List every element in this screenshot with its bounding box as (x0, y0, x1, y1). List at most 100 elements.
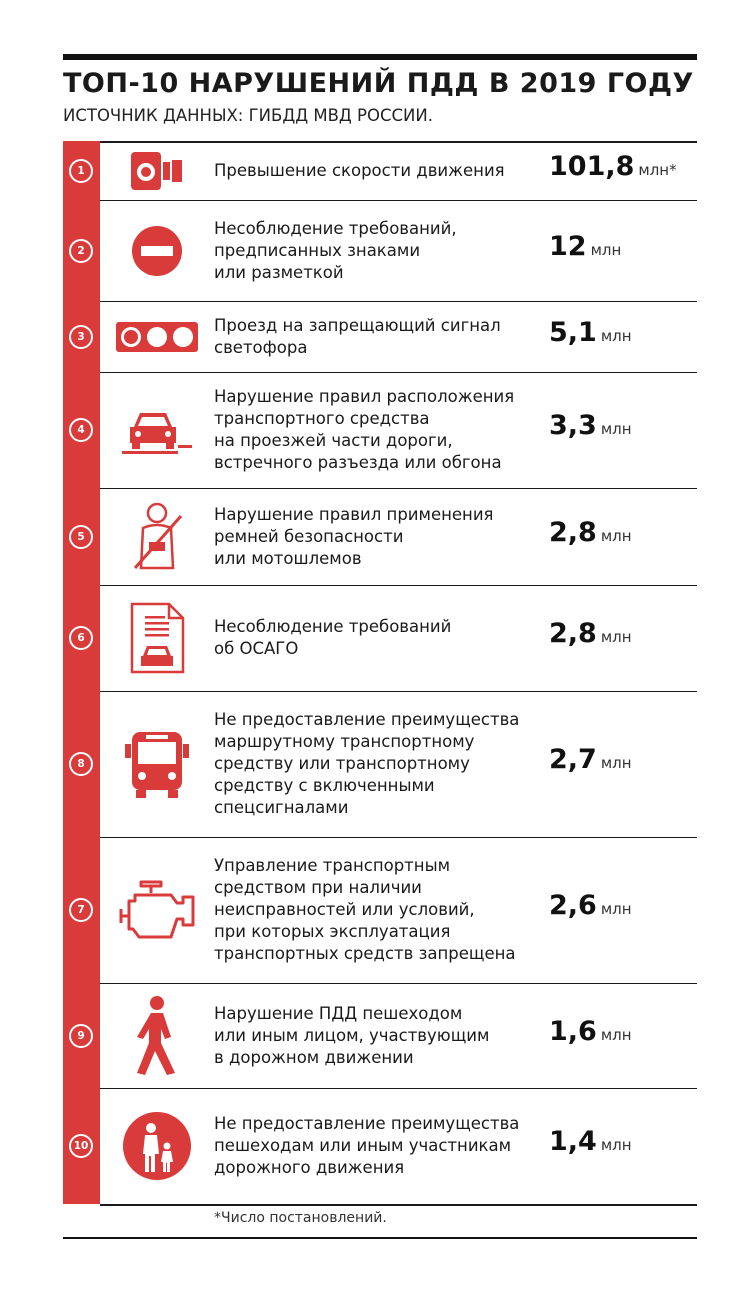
description-line: встречного разъезда или обгона (214, 453, 502, 472)
violation-count: 12 млн (549, 231, 621, 262)
count-unit: млн (590, 240, 622, 259)
description-line: Нарушение правил расположения (214, 387, 515, 406)
count-value: 101,8 (549, 150, 635, 182)
description-line: транспортных средств запрещена (214, 944, 516, 963)
row-divider (100, 488, 697, 489)
description-line: Нарушение ПДД пешеходом (214, 1003, 463, 1023)
violation-count: 5,1 млн (549, 317, 632, 348)
row-divider (100, 372, 697, 373)
row-divider (100, 141, 697, 143)
violation-description: Проезд на запрещающий сигнал светофора (214, 315, 539, 359)
description-line: Не предоставление преимущества (214, 1114, 520, 1133)
description-line: средству или транспортному (214, 754, 470, 773)
violation-count: 2,8 млн (549, 517, 632, 548)
row-divider (100, 301, 697, 302)
violation-count: 2,6 млн (549, 890, 632, 921)
row-divider (100, 837, 697, 838)
violation-description: Не предоставление преимущества маршрутном… (214, 709, 539, 819)
description-line: Проезд на запрещающий сигнал (214, 315, 501, 335)
violation-description: Нарушение правил применения ремней безопа… (214, 504, 539, 570)
no-entry-sign-icon (112, 206, 202, 295)
count-value: 3,3 (549, 410, 597, 441)
row-divider (100, 691, 697, 692)
top-rule (63, 54, 697, 60)
bus-icon (112, 697, 202, 831)
rank-badge: 1 (69, 158, 93, 183)
count-unit: млн (600, 900, 632, 918)
count-value: 2,8 (549, 516, 597, 548)
violation-count: 3,3 млн (549, 410, 632, 441)
description-line: пешеходам или иным участникам (214, 1136, 512, 1155)
count-unit: млн (600, 628, 632, 646)
count-value: 2,6 (549, 890, 597, 921)
bottom-rule (63, 1237, 697, 1239)
description-line: Нарушение правил применения (214, 504, 494, 524)
violation-count: 1,4 млн (549, 1126, 632, 1157)
count-value: 1,4 (549, 1126, 597, 1157)
pedestrian-icon (112, 989, 202, 1082)
violation-count: 2,7 млн (549, 744, 632, 775)
description-line: или иным лицом, участвующим (214, 1025, 490, 1045)
car-on-road-icon (112, 378, 202, 482)
description-line: спецсигналами (214, 798, 349, 817)
count-value: 2,7 (549, 744, 597, 775)
rank-badge: 8 (69, 752, 93, 776)
description-line: средству с включенными (214, 776, 435, 795)
description-line: неисправностей или условий, (214, 900, 475, 919)
description-line: или мотошлемов (214, 548, 362, 568)
rank-badge: 6 (69, 626, 93, 650)
row-divider (100, 200, 697, 201)
count-unit: млн (600, 1025, 632, 1044)
description-line: светофора (214, 337, 308, 357)
row-divider (100, 585, 697, 586)
violation-description: Нарушение правил расположения транспортно… (214, 386, 539, 474)
description-line: об ОСАГО (214, 639, 299, 658)
description-line: или разметкой (214, 262, 344, 282)
description-line: средством при наличии (214, 878, 422, 897)
data-source: ИСТОЧНИК ДАННЫХ: ГИБДД МВД РОССИИ. (63, 106, 433, 125)
violation-count: 101,8 млн* (549, 151, 677, 182)
description-line: при которых эксплуатация (214, 922, 451, 941)
count-unit: млн (600, 326, 632, 345)
count-value: 12 (549, 230, 587, 262)
violation-description: Не предоставление преимущества пешеходам … (214, 1113, 539, 1179)
description-line: Не предоставление преимущества (214, 710, 520, 729)
footnote: *Число постановлений. (214, 1210, 387, 1226)
rank-badge: 3 (69, 324, 93, 349)
speed-camera-icon (112, 147, 202, 194)
count-unit: млн* (638, 160, 677, 179)
description-line: дорожного движения (214, 1158, 405, 1177)
description-line: маршрутному транспортному (214, 732, 475, 751)
violation-description: Несоблюдение требований, предписанных зна… (214, 218, 539, 284)
page-title: ТОП-10 НАРУШЕНИЙ ПДД В 2019 ГОДУ (63, 68, 694, 99)
description-line: транспортного средства (214, 409, 430, 428)
seatbelt-icon (112, 494, 202, 579)
insurance-document-icon (112, 591, 202, 685)
description-line: на проезжей части дороги, (214, 431, 453, 450)
rank-badge: 7 (69, 898, 93, 922)
traffic-light-icon (112, 307, 202, 366)
row-divider (100, 1088, 697, 1089)
pedestrians-sign-icon (112, 1094, 202, 1198)
description-line: Превышение скорости движения (214, 160, 505, 180)
count-unit: млн (600, 754, 632, 772)
count-unit: млн (600, 526, 632, 545)
violation-description: Несоблюдение требований об ОСАГО (214, 616, 539, 660)
rank-badge: 10 (69, 1134, 93, 1158)
rank-badge: 4 (69, 418, 93, 442)
rank-badge: 5 (69, 524, 93, 549)
description-line: Несоблюдение требований (214, 617, 452, 636)
violation-description: Превышение скорости движения (214, 160, 539, 182)
count-unit: млн (600, 1136, 632, 1154)
violation-count: 2,8 млн (549, 618, 632, 649)
count-value: 1,6 (549, 1015, 597, 1047)
description-line: предписанных знаками (214, 240, 421, 260)
description-line: Несоблюдение требований, (214, 218, 457, 238)
violation-description: Нарушение ПДД пешеходом или иным лицом, у… (214, 1003, 539, 1069)
count-value: 2,8 (549, 618, 597, 649)
row-divider (100, 983, 697, 984)
count-unit: млн (600, 420, 632, 438)
count-value: 5,1 (549, 316, 597, 348)
description-line: в дорожном движении (214, 1047, 414, 1067)
violation-description: Управление транспортным средством при нал… (214, 855, 539, 965)
